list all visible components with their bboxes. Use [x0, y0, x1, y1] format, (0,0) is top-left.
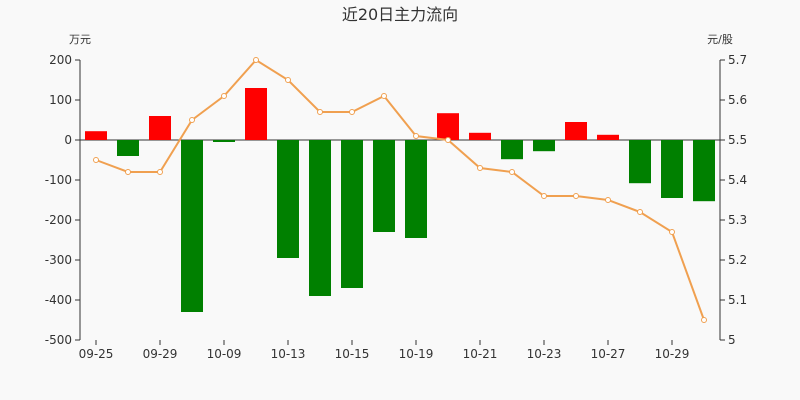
flow-bar — [693, 140, 715, 202]
x-tick-label: 10-29 — [655, 347, 690, 361]
price-point — [381, 93, 387, 99]
price-line — [95, 58, 705, 321]
bars-group — [85, 88, 715, 312]
x-tick-label: 09-29 — [143, 347, 178, 361]
left-tick-label: -500 — [45, 333, 72, 347]
flow-bar — [629, 140, 651, 184]
x-tick-label: 10-13 — [271, 347, 306, 361]
flow-bar — [245, 88, 267, 140]
price-point — [93, 157, 99, 163]
flow-bar — [501, 140, 523, 160]
x-tick-label: 09-25 — [79, 347, 114, 361]
flow-bar — [149, 116, 171, 140]
flow-bar — [85, 131, 107, 140]
price-point — [637, 209, 643, 215]
flow-bar — [213, 140, 235, 142]
right-tick-label: 5.5 — [728, 133, 747, 147]
chart-title: 近20日主力流向 — [342, 5, 458, 24]
price-point — [669, 229, 675, 235]
flow-bar — [117, 140, 139, 156]
price-point — [157, 169, 163, 175]
axes-group — [75, 59, 725, 345]
right-tick-label: 5.4 — [728, 173, 747, 187]
flow-bar — [181, 140, 203, 312]
flow-bar — [469, 132, 491, 140]
price-point — [125, 169, 131, 175]
right-tick-label: 5 — [728, 333, 736, 347]
right-tick-label: 5.7 — [728, 53, 747, 67]
left-tick-label: 0 — [64, 133, 72, 147]
price-point — [221, 93, 227, 99]
price-point — [509, 169, 515, 175]
x-tick-label: 10-15 — [335, 347, 370, 361]
price-point — [541, 193, 547, 199]
price-point — [445, 137, 451, 143]
price-point — [349, 109, 355, 115]
price-point — [253, 57, 259, 63]
left-tick-label: -300 — [45, 253, 72, 267]
left-axis-unit: 万元 — [69, 33, 91, 46]
tick-labels-group: 200 100 0 -100 -200 -300 -400 -500 5.7 5.6 5.5 5.4 5… — [45, 53, 747, 361]
right-axis-unit: 元/股 — [707, 33, 733, 46]
price-point — [189, 117, 195, 123]
price-point — [701, 317, 707, 323]
left-tick-label: -400 — [45, 293, 72, 307]
left-tick-label: 100 — [49, 93, 72, 107]
flow-bar — [277, 140, 299, 258]
price-point — [605, 197, 611, 203]
price-point — [477, 165, 483, 171]
left-tick-label: 200 — [49, 53, 72, 67]
right-tick-label: 5.1 — [728, 293, 747, 307]
flow-bar — [373, 140, 395, 232]
price-point — [285, 77, 291, 83]
flow-bar — [309, 140, 331, 296]
flow-bar — [597, 134, 619, 140]
flow-bar — [405, 140, 427, 238]
x-tick-label: 10-19 — [399, 347, 434, 361]
flow-bar — [341, 140, 363, 288]
x-tick-label: 10-23 — [527, 347, 562, 361]
flow-bar — [533, 140, 555, 152]
x-tick-label: 10-27 — [591, 347, 626, 361]
flow-bar — [565, 122, 587, 140]
left-tick-label: -100 — [45, 173, 72, 187]
right-tick-label: 5.3 — [728, 213, 747, 227]
x-tick-label: 10-21 — [463, 347, 498, 361]
right-tick-label: 5.6 — [728, 93, 747, 107]
flow-bar — [661, 140, 683, 198]
price-line-group — [93, 57, 707, 323]
price-point — [573, 193, 579, 199]
right-tick-label: 5.2 — [728, 253, 747, 267]
left-tick-label: -200 — [45, 213, 72, 227]
price-point — [413, 133, 419, 139]
flow-bar — [437, 113, 459, 140]
x-tick-label: 10-09 — [207, 347, 242, 361]
price-point — [317, 109, 323, 115]
